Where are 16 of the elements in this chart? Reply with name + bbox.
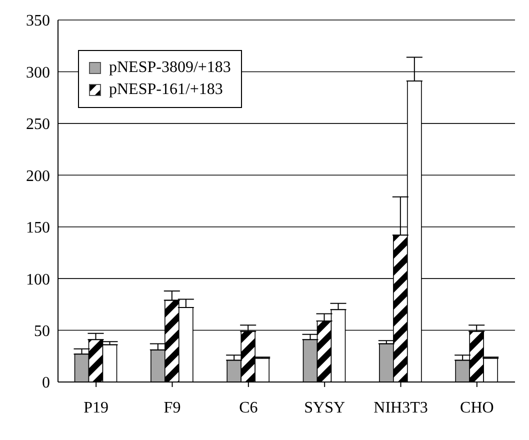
y-tick-label: 250: [26, 116, 50, 134]
y-tick-label: 150: [26, 220, 50, 237]
y-tick-label: 300: [26, 64, 50, 82]
y-tick-label: 0: [42, 374, 50, 392]
x-tick-label: C6: [239, 399, 258, 416]
y-tick-label: 50: [34, 322, 50, 340]
y-tick-label: 350: [26, 12, 50, 30]
x-tick-label: P19: [84, 399, 109, 416]
x-tick-label: CHO: [460, 399, 494, 416]
y-tick-label: 200: [26, 168, 50, 185]
x-tick-label: NIH3T3: [374, 399, 428, 416]
y-tick-label: 100: [26, 271, 50, 288]
x-tick-label: F9: [164, 399, 181, 416]
x-tick-label: SYSY: [304, 399, 346, 416]
legend-label: pNESP-161/+183: [109, 81, 223, 99]
legend-label: pNESP-3809/+183: [109, 59, 231, 77]
